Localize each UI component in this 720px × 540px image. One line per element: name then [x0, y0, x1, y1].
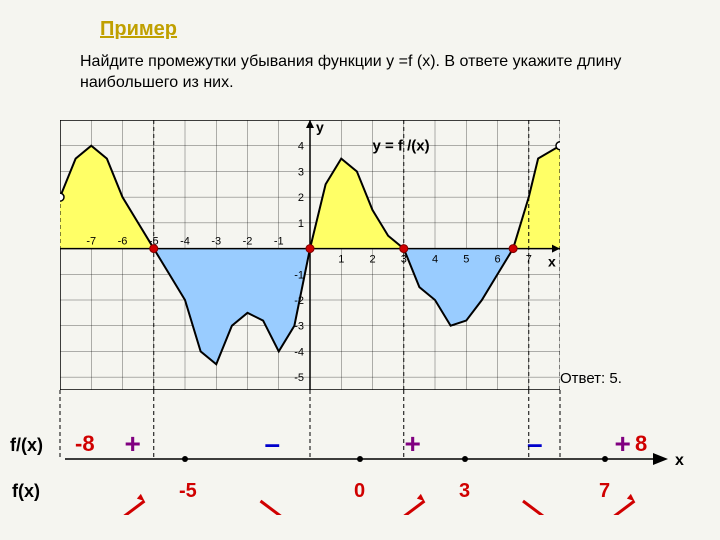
svg-text:y = f /(x): y = f /(x): [373, 138, 430, 155]
svg-text:f(x): f(x): [12, 481, 40, 501]
svg-text:–: –: [265, 428, 281, 459]
svg-text:1: 1: [298, 218, 304, 230]
title: Пример: [100, 18, 177, 41]
svg-text:-3: -3: [294, 321, 304, 333]
svg-text:7: 7: [526, 254, 532, 266]
svg-text:-6: -6: [118, 236, 128, 248]
signline-svg: x-88-5037+–+–+f(x): [0, 425, 720, 515]
answer-text: Ответ: 5.: [560, 370, 622, 387]
svg-text:+: +: [125, 428, 141, 459]
svg-text:-3: -3: [211, 236, 221, 248]
svg-text:1: 1: [338, 254, 344, 266]
svg-text:-4: -4: [180, 236, 190, 248]
svg-text:3: 3: [298, 166, 304, 178]
svg-text:–: –: [527, 428, 543, 459]
svg-text:-1: -1: [294, 269, 304, 281]
svg-text:y: y: [316, 120, 324, 135]
svg-text:5: 5: [463, 254, 469, 266]
svg-text:4: 4: [432, 254, 438, 266]
problem-line2: наибольшего из них.: [80, 74, 234, 91]
chart: -7-6-5-4-3-2-112345671234-1-2-3-4-5yxy =…: [60, 120, 560, 390]
svg-text:2: 2: [298, 192, 304, 204]
svg-text:8: 8: [635, 431, 647, 456]
svg-text:+: +: [405, 428, 421, 459]
svg-text:-2: -2: [243, 236, 253, 248]
svg-text:-5: -5: [179, 480, 197, 502]
svg-text:2: 2: [369, 254, 375, 266]
svg-text:4: 4: [298, 141, 304, 153]
svg-text:x: x: [548, 254, 556, 270]
problem-line1: Найдите промежутки убывания функции у =f…: [80, 53, 621, 70]
svg-text:0: 0: [354, 480, 365, 502]
svg-text:6: 6: [494, 254, 500, 266]
problem-text: Найдите промежутки убывания функции у =f…: [80, 52, 680, 94]
chart-svg: -7-6-5-4-3-2-112345671234-1-2-3-4-5yxy =…: [60, 120, 560, 390]
svg-text:-8: -8: [75, 431, 95, 456]
svg-text:3: 3: [401, 254, 407, 266]
svg-text:x: x: [675, 452, 684, 469]
svg-text:-4: -4: [294, 346, 304, 358]
svg-text:-1: -1: [274, 236, 284, 248]
svg-text:-7: -7: [86, 236, 96, 248]
svg-text:+: +: [615, 428, 631, 459]
svg-text:-2: -2: [294, 295, 304, 307]
svg-text:7: 7: [599, 480, 610, 502]
svg-text:-5: -5: [294, 372, 304, 384]
svg-text:3: 3: [459, 480, 470, 502]
